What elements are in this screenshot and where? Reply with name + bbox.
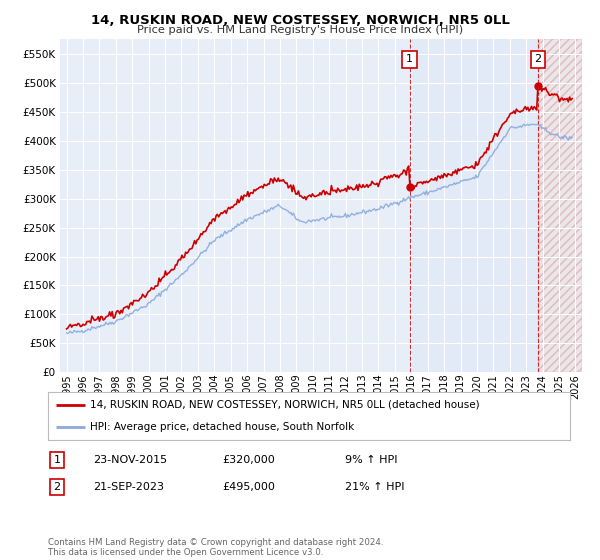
Text: £495,000: £495,000 bbox=[222, 482, 275, 492]
Text: £320,000: £320,000 bbox=[222, 455, 275, 465]
Text: 9% ↑ HPI: 9% ↑ HPI bbox=[345, 455, 398, 465]
Text: 2: 2 bbox=[53, 482, 61, 492]
Bar bbox=[538, 39, 582, 372]
Bar bbox=[410, 39, 538, 372]
Text: 14, RUSKIN ROAD, NEW COSTESSEY, NORWICH, NR5 0LL (detached house): 14, RUSKIN ROAD, NEW COSTESSEY, NORWICH,… bbox=[90, 400, 479, 410]
Text: 21-SEP-2023: 21-SEP-2023 bbox=[93, 482, 164, 492]
Text: 14, RUSKIN ROAD, NEW COSTESSEY, NORWICH, NR5 0LL: 14, RUSKIN ROAD, NEW COSTESSEY, NORWICH,… bbox=[91, 14, 509, 27]
Text: 2: 2 bbox=[535, 54, 542, 64]
Text: HPI: Average price, detached house, South Norfolk: HPI: Average price, detached house, Sout… bbox=[90, 422, 354, 432]
Bar bbox=[538, 39, 582, 372]
Text: Contains HM Land Registry data © Crown copyright and database right 2024.
This d: Contains HM Land Registry data © Crown c… bbox=[48, 538, 383, 557]
Text: 1: 1 bbox=[406, 54, 413, 64]
Text: 21% ↑ HPI: 21% ↑ HPI bbox=[345, 482, 404, 492]
Text: Price paid vs. HM Land Registry's House Price Index (HPI): Price paid vs. HM Land Registry's House … bbox=[137, 25, 463, 35]
Text: 23-NOV-2015: 23-NOV-2015 bbox=[93, 455, 167, 465]
Text: 1: 1 bbox=[53, 455, 61, 465]
